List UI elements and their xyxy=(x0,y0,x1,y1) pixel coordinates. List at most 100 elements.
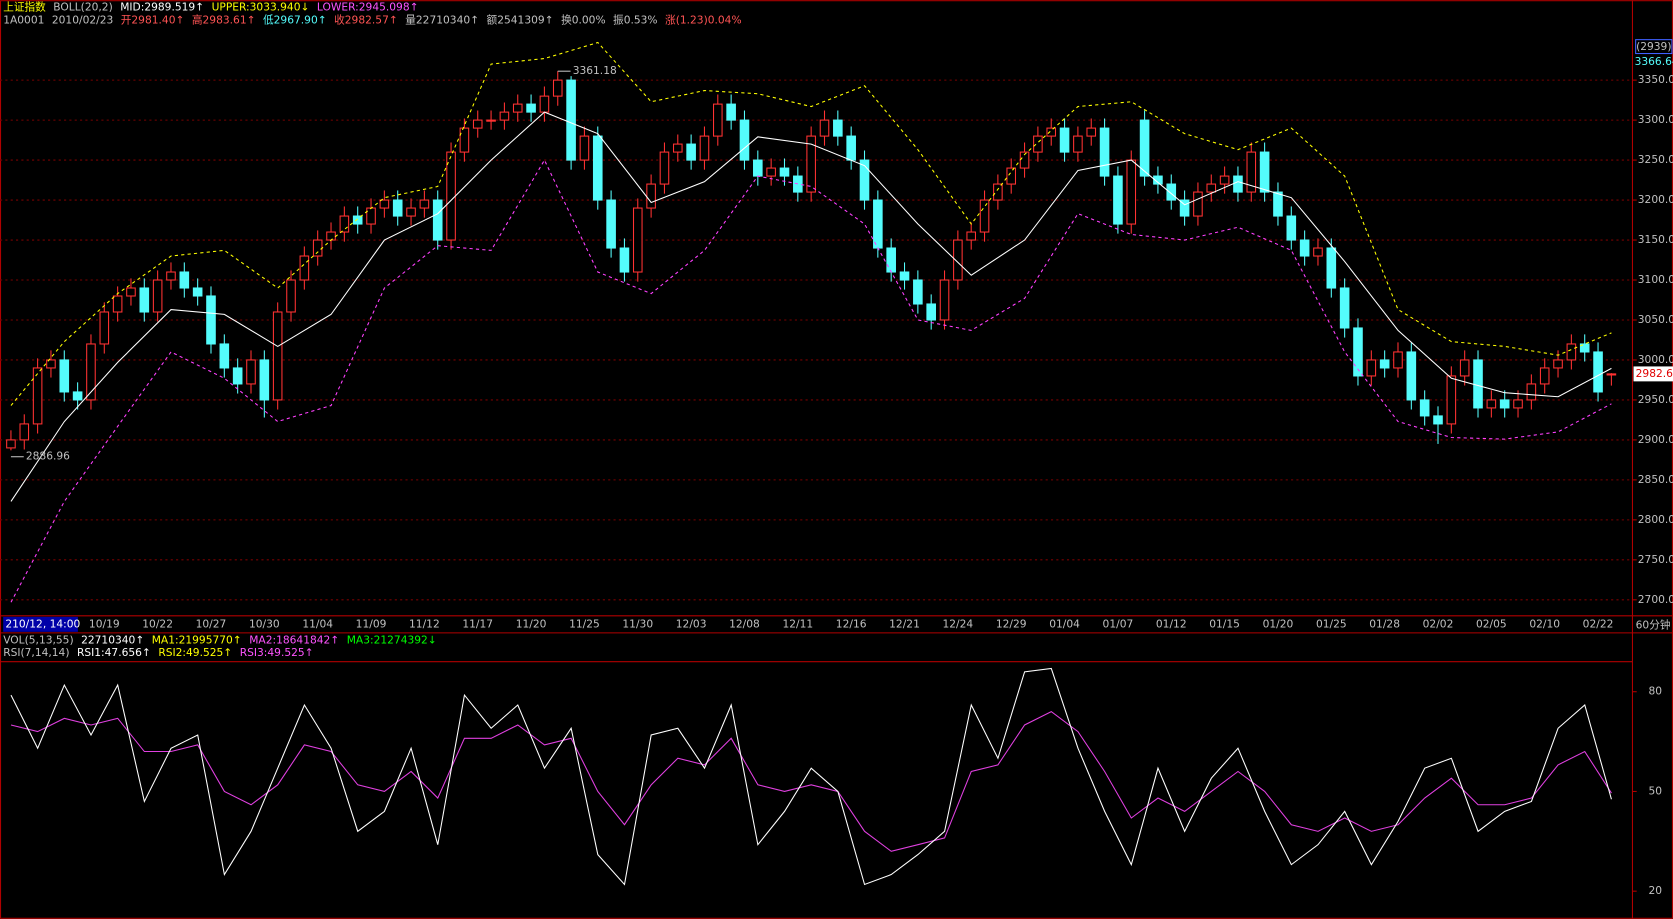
candle-body xyxy=(1033,135,1043,153)
header-item: 高2983.61↑ xyxy=(192,13,256,26)
candle-body xyxy=(86,343,96,401)
header-item: MA1:21995770↑ xyxy=(152,633,242,646)
candle-body xyxy=(913,279,923,305)
header-item: RSI1:47.656↑ xyxy=(77,646,151,659)
y-tick-label: 80 xyxy=(1648,685,1662,698)
candle-body xyxy=(1326,247,1337,289)
y-tick-label: 2900.00 xyxy=(1638,433,1673,446)
candle-body xyxy=(259,359,270,401)
rsi-panel xyxy=(10,667,1612,886)
candle-body xyxy=(1006,167,1017,185)
y-tick-label: 3000.00 xyxy=(1638,353,1673,366)
y-tick-label: 2950.00 xyxy=(1638,393,1673,406)
candle-body xyxy=(1593,351,1603,393)
candle-body xyxy=(392,199,403,217)
candle-body xyxy=(19,423,30,441)
candle-body xyxy=(112,295,123,313)
candle-body xyxy=(379,199,390,209)
candle-body xyxy=(659,151,670,185)
candle-body xyxy=(432,199,443,241)
candle-body xyxy=(1193,191,1203,217)
header-item: 低2967.90↑ xyxy=(263,13,327,26)
x-tick-label: 11/09 xyxy=(356,617,387,630)
candle-body xyxy=(646,183,656,209)
candle-body xyxy=(286,279,296,313)
y-tick-label: 3350.00 xyxy=(1638,73,1673,86)
candle-body xyxy=(179,271,190,289)
header-item: 22710340↑ xyxy=(81,633,144,646)
candle-body xyxy=(1499,399,1510,409)
candle-body xyxy=(859,159,870,201)
x-tick-label: 01/20 xyxy=(1263,617,1294,630)
header-item: 2010/02/23 xyxy=(52,13,113,26)
candle-body xyxy=(486,119,496,122)
candle-body xyxy=(419,199,430,209)
candle-body xyxy=(166,271,176,281)
candle-body xyxy=(272,311,283,401)
candle-body xyxy=(1059,127,1070,153)
candle-body xyxy=(1139,119,1150,177)
y-tick-label: 3200.00 xyxy=(1638,193,1673,206)
candle-body xyxy=(1406,351,1417,401)
y-tick-label: 2700.00 xyxy=(1638,593,1673,606)
header-item: 换0.00% xyxy=(561,13,606,26)
candle-body xyxy=(1446,375,1457,425)
x-tick-label: 10/19 xyxy=(89,617,120,630)
candle-body xyxy=(246,359,256,385)
candle-body xyxy=(1259,151,1270,193)
candle-body xyxy=(1459,359,1470,377)
candle-body xyxy=(1379,359,1390,369)
candle-body xyxy=(979,199,990,233)
candle-body xyxy=(619,247,630,273)
y-tick-label: 3300.00 xyxy=(1638,113,1673,126)
top-note-box xyxy=(1635,39,1673,55)
header-item: 额2541309↑ xyxy=(487,13,554,26)
x-tick-label: 01/25 xyxy=(1316,617,1347,630)
header-item: 上证指数 xyxy=(3,1,46,14)
candle-body xyxy=(512,103,523,113)
candle-body xyxy=(1299,239,1310,257)
candle-body xyxy=(993,183,1003,201)
header-item: MA3:21274392↓ xyxy=(347,633,437,646)
x-tick-label: 12/21 xyxy=(889,617,920,630)
candle-body xyxy=(1339,287,1350,329)
header-item: BOLL(20,2) xyxy=(53,1,112,14)
top-note: (2939) xyxy=(1636,40,1671,53)
candle-body xyxy=(1419,399,1430,417)
x-tick-label: 11/04 xyxy=(302,617,333,630)
annotation: 2886.96 xyxy=(26,450,70,463)
candle-body xyxy=(299,255,310,281)
candle-body xyxy=(1219,175,1230,185)
candle-body xyxy=(1486,399,1497,409)
x-tick-label: 10/22 xyxy=(142,617,173,630)
candle-body xyxy=(873,199,883,249)
header-item: 量22710340↑ xyxy=(405,13,479,26)
candle-body xyxy=(579,135,590,161)
x-tick-label: 12/24 xyxy=(943,617,974,630)
x-tick-label: 11/17 xyxy=(462,617,493,630)
candle-body xyxy=(966,231,977,241)
header-item: 收2982.57↑ xyxy=(334,13,398,26)
x-tick-label: 11/30 xyxy=(622,617,653,630)
candle-body xyxy=(366,207,376,225)
candle-body xyxy=(779,167,790,177)
candle-body xyxy=(1566,343,1577,361)
header-item: RSI2:49.525↑ xyxy=(158,646,232,659)
candle-body xyxy=(1166,183,1177,201)
candle-body xyxy=(1206,183,1217,193)
candle-body xyxy=(1246,151,1257,193)
candle-body xyxy=(899,271,910,281)
boll-line xyxy=(10,111,1612,502)
candle-body xyxy=(939,279,950,321)
boll-line xyxy=(10,41,1612,406)
candle-body xyxy=(953,239,963,281)
annotation: 3361.18 xyxy=(573,64,617,77)
candle-body xyxy=(1579,343,1590,353)
candle-body xyxy=(446,151,456,241)
candle-body xyxy=(1526,383,1537,401)
candle-body xyxy=(192,287,203,297)
candle-body xyxy=(886,247,896,273)
